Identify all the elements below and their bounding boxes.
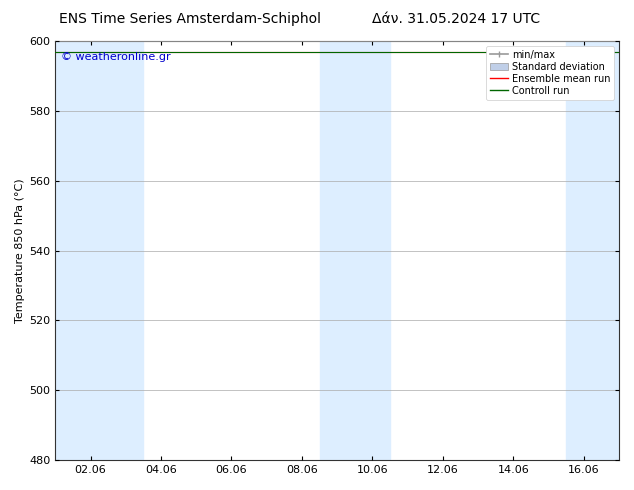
Text: ENS Time Series Amsterdam-Schiphol: ENS Time Series Amsterdam-Schiphol xyxy=(59,12,321,26)
Y-axis label: Temperature 850 hPa (°C): Temperature 850 hPa (°C) xyxy=(15,178,25,323)
Legend: min/max, Standard deviation, Ensemble mean run, Controll run: min/max, Standard deviation, Ensemble me… xyxy=(486,46,614,99)
Text: Δάν. 31.05.2024 17 UTC: Δάν. 31.05.2024 17 UTC xyxy=(372,12,541,26)
Bar xyxy=(566,41,619,460)
Bar xyxy=(320,41,390,460)
Text: © weatheronline.gr: © weatheronline.gr xyxy=(61,51,171,62)
Bar xyxy=(55,41,143,460)
